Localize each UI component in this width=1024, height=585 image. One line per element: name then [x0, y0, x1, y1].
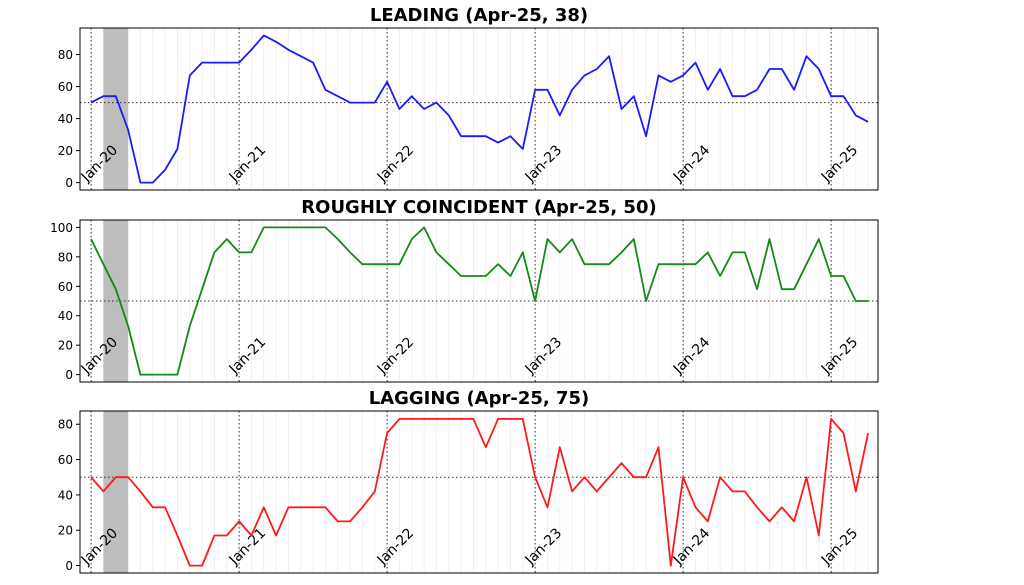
x-tick-label: Jan-21	[226, 334, 269, 377]
axes-frame	[79, 219, 879, 383]
shaded-period	[103, 411, 129, 573]
y-tick-label: 20	[58, 339, 73, 353]
y-tick-label: 60	[58, 80, 73, 94]
x-tick-label: Jan-22	[374, 525, 417, 568]
x-tick-label: Jan-23	[522, 142, 565, 185]
shaded-period	[103, 220, 129, 382]
y-tick-label: 0	[65, 368, 73, 382]
series-line	[90, 417, 869, 567]
y-tick-label: 0	[65, 559, 73, 573]
panel-title: ROUGHLY COINCIDENT (Apr-25, 50)	[301, 197, 656, 218]
y-tick-label: 100	[50, 221, 73, 235]
y-tick-label: 0	[65, 176, 73, 190]
y-tick-label: 40	[58, 112, 73, 126]
x-tick-label: Jan-24	[670, 142, 714, 186]
y-tick-label: 40	[58, 309, 73, 323]
axes-frame	[79, 27, 879, 191]
panel-2: LAGGING (Apr-25, 75)Jan-20 Jan-21 Jan-22 Ja…	[58, 388, 879, 574]
y-tick-label: 20	[58, 144, 73, 158]
y-tick-label: 80	[58, 418, 73, 432]
axes-frame	[79, 410, 879, 574]
y-tick-label: 60	[58, 280, 73, 294]
y-tick-label: 80	[58, 48, 73, 62]
x-tick-label: Jan-23	[522, 525, 565, 568]
y-tick-label: 60	[58, 453, 73, 467]
x-tick-label: Jan-25	[818, 142, 861, 185]
panel-title: LEADING (Apr-25, 38)	[370, 5, 588, 26]
y-tick-label: 40	[58, 488, 73, 502]
series-line	[90, 226, 869, 376]
x-tick-label: Jan-25	[818, 334, 861, 377]
y-tick-label: 20	[58, 524, 73, 538]
x-tick-label: Jan-23	[522, 334, 565, 377]
y-tick-label: 80	[58, 250, 73, 264]
x-tick-label: Jan-24	[670, 334, 714, 378]
x-tick-label: Jan-22	[374, 334, 417, 377]
shaded-period	[103, 28, 129, 190]
x-tick-label: Jan-21	[226, 142, 269, 185]
x-tick-label: Jan-22	[374, 142, 417, 185]
series-line	[90, 34, 869, 184]
panel-1: ROUGHLY COINCIDENT (Apr-25, 50)Jan-20 Jan…	[50, 197, 879, 383]
panel-0: LEADING (Apr-25, 38)Jan-20 Jan-21 Jan-22 Ja…	[58, 5, 879, 191]
x-tick-label: Jan-25	[818, 525, 861, 568]
panel-title: LAGGING (Apr-25, 75)	[369, 388, 590, 409]
